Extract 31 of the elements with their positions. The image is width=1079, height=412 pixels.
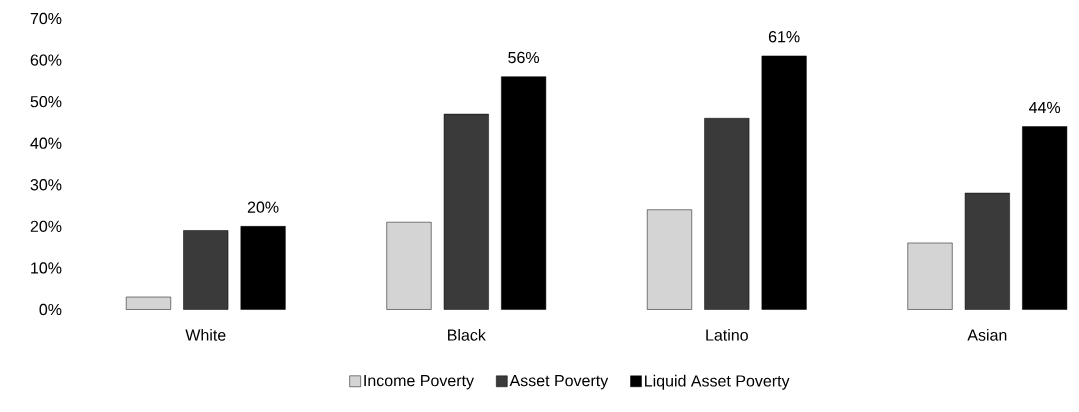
legend-label: Liquid Asset Poverty — [645, 374, 790, 390]
bar — [501, 76, 547, 310]
data-label: 61% — [768, 31, 800, 43]
data-label: 44% — [1029, 101, 1061, 114]
y-tick-label: 0% — [39, 303, 62, 316]
legend-label: Income Poverty — [364, 375, 474, 390]
y-tick-label: 20% — [30, 220, 62, 233]
x-tick-label: Latino — [706, 329, 748, 341]
x-tick-label: Asian — [967, 329, 1007, 341]
y-tick-label: 30% — [30, 179, 62, 191]
data-label: 56% — [508, 51, 540, 64]
bar — [1022, 126, 1068, 310]
bar — [386, 221, 432, 310]
bar — [443, 113, 489, 310]
bar — [964, 192, 1010, 310]
data-label: 20% — [247, 201, 279, 213]
y-tick-label: 60% — [30, 54, 62, 66]
y-tick-label: 50% — [30, 95, 62, 108]
bar — [125, 296, 171, 310]
bar — [646, 209, 693, 310]
bar — [907, 242, 953, 310]
bar — [761, 55, 807, 310]
x-tick-label: White — [185, 329, 226, 341]
bar — [240, 226, 286, 310]
y-tick-label: 10% — [31, 262, 62, 274]
legend-label: Asset Poverty — [509, 375, 609, 390]
x-tick-label: Black — [448, 329, 486, 341]
y-tick-label: 70% — [30, 12, 62, 25]
bar — [183, 230, 229, 310]
y-tick-label: 40% — [30, 137, 62, 149]
bar — [704, 118, 750, 310]
